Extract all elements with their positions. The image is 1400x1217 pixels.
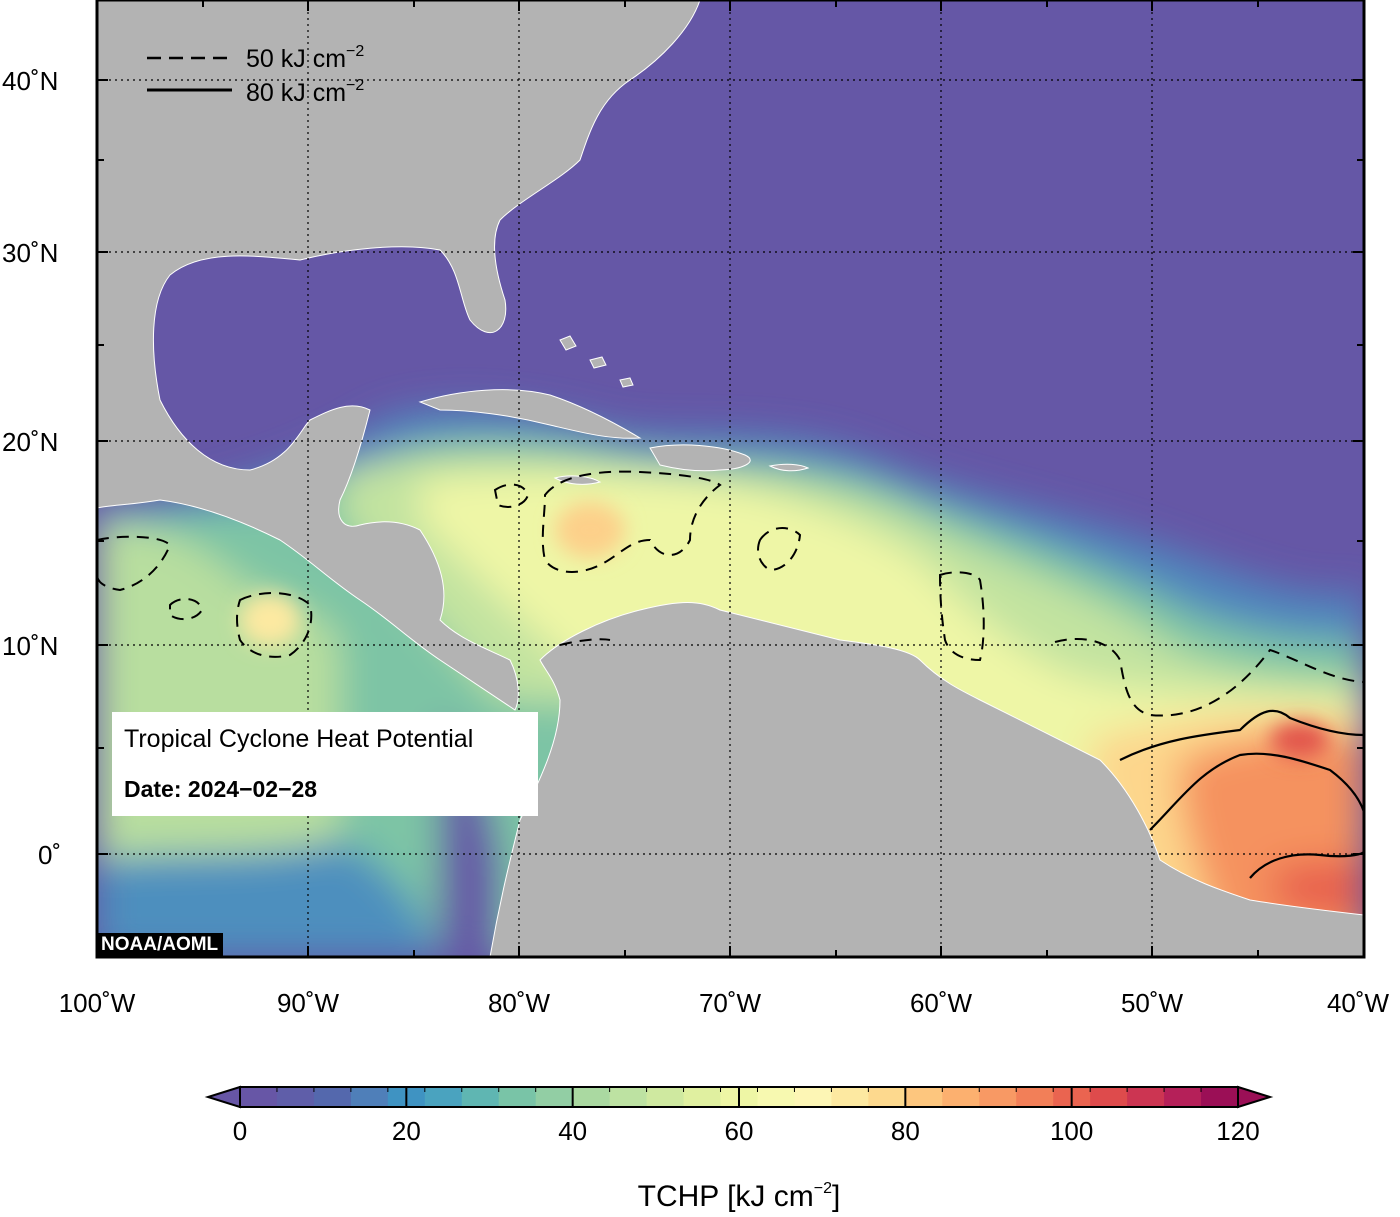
contour-80-upper — [1119, 709, 1364, 761]
colorbar-segment — [942, 1087, 980, 1107]
land-bahamas — [559, 335, 634, 388]
contours-50 — [97, 470, 1364, 717]
colorbar-segment — [461, 1087, 500, 1107]
lat-label-40: 40˚N — [2, 66, 58, 96]
colorbar-segment — [609, 1087, 648, 1107]
colorbar-segment — [905, 1087, 943, 1107]
colorbar-tick-label: 40 — [558, 1116, 587, 1146]
lon-label-70: 70˚W — [699, 988, 762, 1018]
legend-label-50: 50 kJ cm−2 — [246, 43, 364, 73]
contour-50-atlantic — [1054, 638, 1364, 717]
info-date: Date: 2024−02−28 — [124, 776, 318, 802]
contour-legend: 50 kJ cm−2 80 kJ cm−2 — [147, 43, 364, 107]
land-cuba — [418, 389, 642, 439]
colorbar-segment — [979, 1087, 1017, 1107]
colorbar-segment — [313, 1087, 352, 1107]
colorbar-tick-label: 0 — [233, 1116, 247, 1146]
colorbar-arrow-high — [1237, 1085, 1274, 1109]
colorbar-segment — [1201, 1087, 1239, 1107]
colorbar-arrow-low — [204, 1085, 241, 1109]
credit-badge: NOAA/AOML — [97, 933, 224, 958]
lon-label-50: 50˚W — [1121, 988, 1184, 1018]
colorbar-segment — [1164, 1087, 1202, 1107]
tchp-pacific-20 — [97, 840, 440, 957]
lat-labels: 40˚N 30˚N 20˚N 10˚N 0˚ — [2, 66, 61, 870]
info-box: Tropical Cyclone Heat Potential Date: 20… — [112, 712, 538, 816]
colorbar-ticks: 0 20 40 60 80 100 120 — [233, 1087, 1260, 1146]
colorbar-segment — [535, 1087, 574, 1107]
land-jamaica — [553, 475, 602, 485]
lon-label-100: 100˚W — [59, 988, 136, 1018]
contour-50-ring3 — [938, 571, 985, 662]
contour-50-ring1 — [493, 483, 530, 508]
colorbar-tick-label: 100 — [1050, 1116, 1093, 1146]
land-hispaniola — [649, 444, 751, 472]
colorbar-segment — [757, 1087, 796, 1107]
colorbar-segment — [350, 1087, 389, 1107]
land-south-america — [489, 602, 1364, 957]
info-title: Tropical Cyclone Heat Potential — [124, 725, 474, 753]
colorbar-segment — [1090, 1087, 1128, 1107]
lon-labels: 100˚W 90˚W 80˚W 70˚W 60˚W 50˚W 40˚W — [59, 988, 1390, 1018]
colorbar-segment — [572, 1087, 611, 1107]
land-north-america — [97, 0, 701, 711]
colorbar: 0 20 40 60 80 100 120 TCHP [kJ cm−2] — [204, 1085, 1274, 1213]
lon-label-90: 90˚W — [277, 988, 340, 1018]
colorbar-segment — [1127, 1087, 1165, 1107]
lon-label-40: 40˚W — [1327, 988, 1390, 1018]
colorbar-tick-label: 60 — [725, 1116, 754, 1146]
colorbar-segment — [794, 1087, 832, 1107]
lon-label-80: 80˚W — [488, 988, 551, 1018]
contour-50-ring2 — [757, 527, 802, 572]
colorbar-segment — [868, 1087, 906, 1107]
contour-50-caribbean — [541, 470, 722, 573]
colorbar-segment — [683, 1087, 722, 1107]
warm-spot-atlantic — [1270, 722, 1330, 758]
map-area — [97, 0, 1364, 957]
lon-label-60: 60˚W — [910, 988, 973, 1018]
colorbar-segments — [240, 1087, 1239, 1107]
gridlines — [97, 0, 1364, 957]
colorbar-tick-label: 20 — [392, 1116, 421, 1146]
colorbar-segment — [498, 1087, 537, 1107]
colorbar-segment — [646, 1087, 685, 1107]
lat-label-0: 0˚ — [38, 840, 61, 870]
warm-spot-caribbean — [555, 502, 625, 558]
tchp-band-100 — [1270, 860, 1364, 920]
colorbar-segment — [831, 1087, 869, 1107]
contour-50-north — [559, 638, 611, 646]
lat-label-20: 20˚N — [2, 427, 58, 457]
land — [97, 0, 1364, 957]
colorbar-segment — [1016, 1087, 1054, 1107]
legend-label-80: 80 kJ cm−2 — [246, 77, 364, 107]
colorbar-segment — [276, 1087, 315, 1107]
colorbar-segment — [424, 1087, 463, 1107]
colorbar-tick-label: 80 — [891, 1116, 920, 1146]
warm-spot-pacific — [240, 594, 300, 646]
colorbar-tick-label: 120 — [1216, 1116, 1259, 1146]
contour-50-pacific2 — [169, 598, 204, 621]
contour-50-pacific — [236, 592, 313, 658]
tchp-warm-spots — [240, 502, 1330, 758]
colorbar-title: TCHP [kJ cm−2] — [638, 1180, 841, 1213]
lat-label-30: 30˚N — [2, 238, 58, 268]
contour-50-west — [97, 535, 172, 592]
lat-label-10: 10˚N — [2, 631, 58, 661]
colorbar-segment — [240, 1087, 278, 1107]
land-puerto-rico — [768, 463, 810, 472]
contour-80-middle — [1149, 752, 1364, 831]
